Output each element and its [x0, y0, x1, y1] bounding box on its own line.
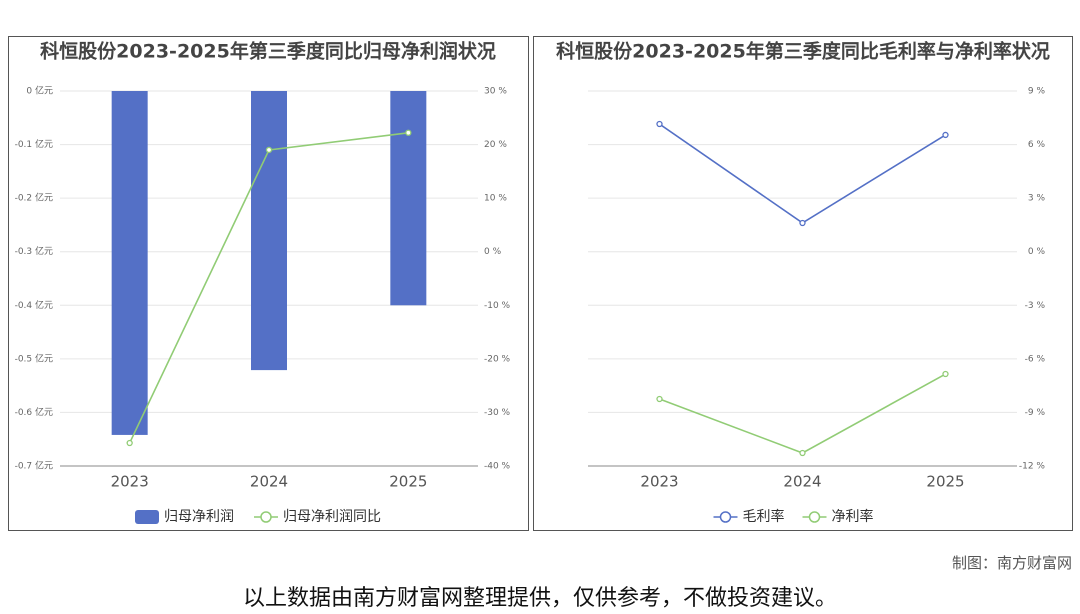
- x-tick-label: 2023: [640, 473, 678, 491]
- x-tick-label: 2025: [926, 473, 964, 491]
- point: [265, 146, 273, 154]
- y2-tick-label: -9 %: [1025, 408, 1046, 418]
- legend-label: 净利率: [832, 508, 874, 525]
- chart-border: [8, 36, 529, 531]
- y2-tick-label: -20 %: [484, 354, 511, 364]
- chart-border: [533, 36, 1073, 531]
- y2-tick-label: -10 %: [484, 301, 511, 311]
- x-tick-label: 2025: [389, 473, 427, 491]
- x-tick-label: 2024: [250, 473, 288, 491]
- legend-swatch: [808, 511, 821, 523]
- y2-tick-label: 0 %: [1028, 247, 1046, 257]
- point: [942, 131, 949, 139]
- x-tick-label: 2024: [783, 473, 821, 491]
- point: [126, 439, 133, 447]
- legend-label: 毛利率: [743, 508, 785, 525]
- chart-title: 科恒股份2023-2025年第三季度同比毛利率与净利率状况: [556, 40, 1050, 63]
- legend-swatch: [719, 511, 732, 523]
- line-series: [659, 373, 946, 454]
- chart: 科恒股份2023-2025年第三季度同比毛利率与净利率状况 9 % 6 % 3 % 0…: [533, 36, 1073, 531]
- legend-swatch: [260, 511, 272, 523]
- bar: [390, 91, 427, 306]
- y2-tick-label: -30 %: [484, 408, 511, 418]
- line-series: [659, 123, 946, 224]
- y-tick-label: -0.2 亿元: [15, 192, 53, 204]
- y2-tick-label: 3 %: [1028, 194, 1046, 204]
- chart-title: 科恒股份2023-2025年第三季度同比归母净利润状况: [40, 40, 496, 63]
- x-tick-label: 2023: [111, 473, 149, 491]
- y-tick-label: -0.7 亿元: [15, 460, 53, 472]
- y-tick-label: 0 亿元: [26, 85, 53, 97]
- y2-tick-label: -12 %: [1019, 462, 1046, 472]
- chart: 科恒股份2023-2025年第三季度同比归母净利润状况 0 亿元 -0.1 亿元 -…: [8, 36, 529, 531]
- y2-tick-label: 6 %: [1028, 140, 1046, 150]
- legend-label: 归母净利润: [164, 508, 234, 525]
- point: [405, 129, 412, 136]
- y2-tick-label: -3 %: [1025, 301, 1046, 311]
- bar: [251, 91, 287, 371]
- disclaimer: 以上数据由南方财富网整理提供，仅供参考，不做投资建议。: [242, 586, 837, 611]
- source: 制图：南方财富网: [951, 554, 1072, 572]
- point: [942, 370, 949, 378]
- bar: [111, 91, 148, 435]
- point: [799, 219, 806, 227]
- legend-label: 归母净利润同比: [283, 508, 381, 525]
- point: [656, 395, 663, 403]
- y-tick-label: -0.4 亿元: [15, 299, 53, 311]
- point: [799, 449, 806, 457]
- legend-swatch: [135, 510, 159, 524]
- y2-tick-label: 0 %: [484, 247, 502, 257]
- y-tick-label: -0.1 亿元: [15, 138, 53, 150]
- y2-tick-label: 9 %: [1028, 87, 1046, 97]
- y2-tick-label: 10 %: [484, 194, 507, 204]
- point: [656, 120, 663, 128]
- y2-tick-label: -6 %: [1025, 354, 1046, 364]
- y2-tick-label: -40 %: [484, 462, 511, 472]
- y2-tick-label: 20 %: [484, 140, 507, 150]
- y-tick-label: -0.3 亿元: [15, 245, 53, 257]
- y2-tick-label: 30 %: [484, 87, 507, 97]
- y-tick-label: -0.5 亿元: [15, 352, 53, 364]
- y-tick-label: -0.6 亿元: [15, 406, 53, 418]
